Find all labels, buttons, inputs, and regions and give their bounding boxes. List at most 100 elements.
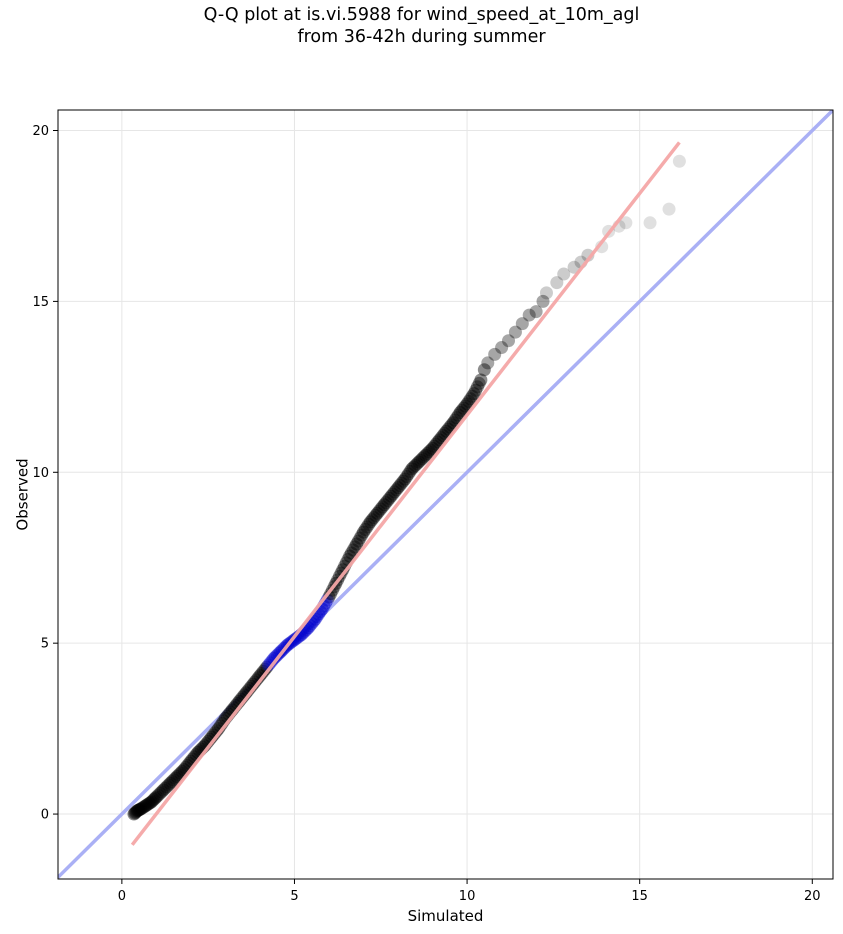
data-point (138, 799, 152, 813)
data-point (357, 525, 371, 539)
data-point (515, 317, 529, 331)
reference-line (58, 110, 833, 879)
data-point (413, 453, 427, 467)
data-point (149, 790, 163, 804)
data-point (495, 341, 509, 355)
data-point (155, 785, 169, 799)
data-point (161, 778, 175, 792)
data-point (407, 460, 421, 474)
x-tick-label: 15 (631, 889, 648, 904)
data-point (398, 472, 412, 486)
data-point (147, 793, 161, 807)
data-point (467, 387, 481, 401)
data-point (470, 380, 484, 394)
data-point (143, 796, 157, 810)
data-point (457, 401, 471, 415)
data-point (160, 780, 174, 794)
data-point (432, 433, 446, 447)
data-point (391, 481, 405, 495)
axis-ticks: 0 5 10 15 20 0 5 10 15 20 (32, 124, 820, 904)
data-point (377, 498, 391, 512)
data-point (369, 508, 383, 522)
data-point (502, 334, 516, 348)
data-point (367, 511, 381, 525)
data-point (550, 276, 564, 290)
y-tick-label: 5 (41, 637, 49, 652)
data-point (529, 305, 543, 319)
data-point (412, 455, 426, 469)
data-point (163, 776, 177, 790)
y-tick-label: 20 (32, 124, 49, 139)
data-point (539, 286, 553, 300)
data-point (289, 631, 303, 645)
data-point (474, 373, 488, 387)
data-point (401, 467, 415, 481)
data-point (422, 445, 436, 459)
data-point (460, 397, 474, 411)
data-point (372, 504, 386, 518)
data-point (370, 506, 384, 520)
data-point (448, 413, 462, 427)
data-point (358, 523, 372, 537)
data-point (136, 800, 150, 814)
data-point (536, 294, 550, 308)
data-point (134, 802, 148, 816)
data-point (619, 216, 633, 230)
fit-line (130, 141, 681, 846)
x-tick-label: 10 (459, 889, 476, 904)
data-point (389, 483, 403, 497)
data-point (410, 457, 424, 471)
data-point (142, 797, 156, 811)
plot-frame (57, 109, 834, 880)
data-point (379, 496, 393, 510)
data-point (384, 489, 398, 503)
data-point (156, 783, 170, 797)
y-tick-label: 15 (32, 295, 49, 310)
data-point (381, 493, 395, 507)
data-point (472, 376, 486, 390)
data-point (386, 487, 400, 501)
data-point (158, 781, 172, 795)
y-axis-label: Observed (13, 458, 31, 530)
data-point (355, 528, 369, 542)
data-point (168, 771, 182, 785)
data-point (153, 787, 167, 801)
data-point (424, 443, 438, 457)
data-point (451, 408, 465, 422)
data-point (419, 448, 433, 462)
data-point (403, 464, 417, 478)
data-point (165, 775, 179, 789)
data-point (382, 491, 396, 505)
data-point (139, 799, 153, 813)
data-point (465, 389, 479, 403)
data-point (268, 650, 282, 664)
data-point (662, 202, 676, 216)
data-point (450, 411, 464, 425)
x-tick-label: 0 (118, 889, 126, 904)
data-point (595, 240, 609, 254)
data-point (672, 154, 686, 168)
data-point (464, 392, 478, 406)
data-point (167, 773, 181, 787)
y-tick-label: 10 (32, 466, 49, 481)
data-point (388, 485, 402, 499)
data-point (396, 474, 410, 488)
y-tick-label: 0 (41, 808, 49, 823)
data-point (458, 399, 472, 413)
data-point (133, 802, 147, 816)
data-point (453, 405, 467, 419)
data-point (130, 804, 144, 818)
data-point (557, 267, 571, 281)
data-point (393, 479, 407, 493)
data-point (488, 347, 502, 361)
data-point (439, 424, 453, 438)
data-point (130, 804, 144, 818)
data-point (128, 806, 142, 820)
data-point (346, 543, 360, 557)
data-point (132, 803, 146, 817)
data-point (469, 383, 483, 397)
data-point (643, 216, 657, 230)
x-tick-label: 5 (290, 889, 298, 904)
data-point (567, 260, 581, 274)
